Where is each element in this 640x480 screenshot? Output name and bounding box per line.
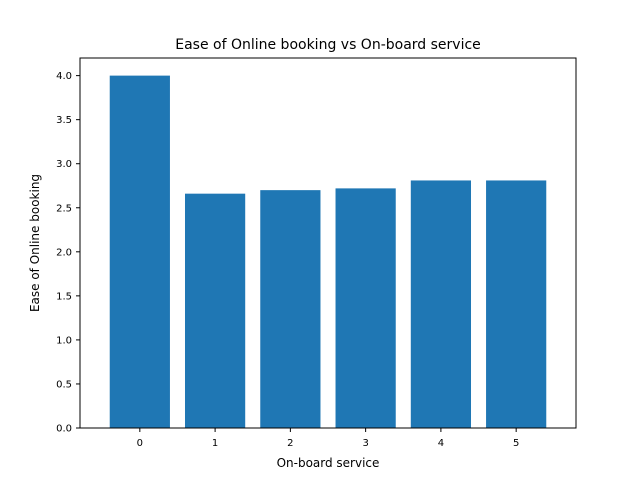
y-tick-label: 3.0 bbox=[56, 159, 72, 170]
x-tick-label: 2 bbox=[287, 438, 293, 449]
x-tick-label: 1 bbox=[212, 438, 218, 449]
plot-frame bbox=[79, 57, 577, 429]
x-axis-ticks: 0 1 2 3 4 5 bbox=[137, 428, 519, 449]
y-axis-label: Ease of Online booking bbox=[28, 174, 42, 312]
y-tick-label: 3.5 bbox=[56, 115, 72, 126]
bars-group bbox=[109, 75, 547, 428]
bar-1 bbox=[184, 193, 246, 428]
y-tick-label: 0.5 bbox=[56, 379, 72, 390]
bar-2 bbox=[260, 190, 321, 428]
x-tick-label: 0 bbox=[137, 438, 143, 449]
y-tick-label: 1.0 bbox=[56, 335, 72, 346]
x-tick-label: 3 bbox=[362, 438, 368, 449]
y-axis-ticks: 0.0 0.5 1.0 1.5 2.0 2.5 3.0 3.5 4.0 bbox=[56, 71, 80, 435]
x-tick-label: 5 bbox=[513, 438, 519, 449]
y-tick-label: 2.0 bbox=[56, 247, 72, 258]
bar-3 bbox=[335, 188, 396, 428]
y-tick-label: 0.0 bbox=[56, 424, 72, 435]
y-tick-label: 2.5 bbox=[56, 203, 72, 214]
bar-0 bbox=[109, 75, 170, 428]
bar-4 bbox=[410, 180, 472, 428]
x-axis-label: On-board service bbox=[277, 456, 380, 470]
chart-title: Ease of Online booking vs On-board servi… bbox=[175, 37, 481, 53]
y-tick-label: 4.0 bbox=[56, 71, 72, 82]
y-tick-label: 1.5 bbox=[56, 291, 72, 302]
bar-5 bbox=[486, 180, 547, 428]
x-tick-label: 4 bbox=[438, 438, 444, 449]
